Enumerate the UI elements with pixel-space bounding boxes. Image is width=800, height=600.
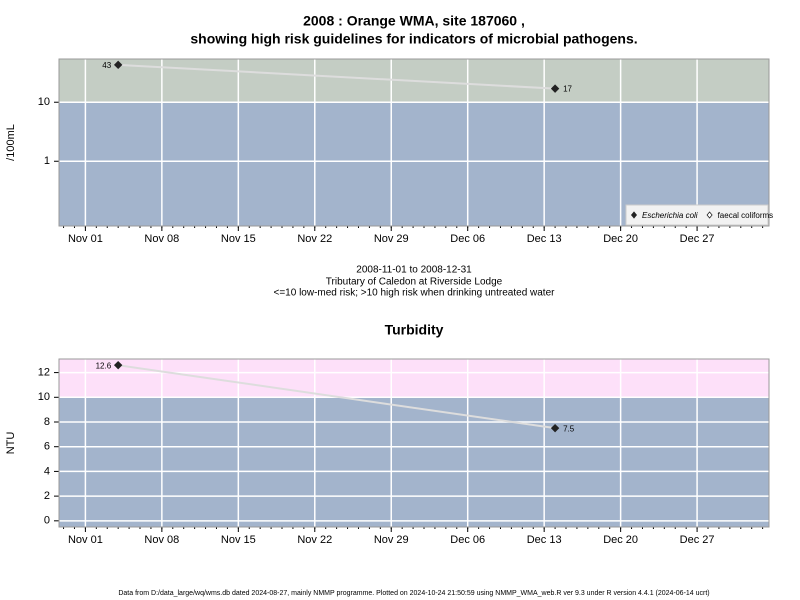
title-line: showing high risk guidelines for indicat… bbox=[190, 31, 637, 47]
x-tick-label: Nov 15 bbox=[221, 534, 256, 546]
y-axis-label: /100mL bbox=[5, 124, 17, 161]
subtitle-line: <=10 low-med risk; >10 high risk when dr… bbox=[274, 288, 556, 299]
chart-title: Turbidity bbox=[385, 322, 444, 338]
y-tick-label: 10 bbox=[38, 391, 50, 403]
y-tick-label: 2 bbox=[44, 490, 50, 502]
x-tick-label: Nov 22 bbox=[297, 534, 332, 546]
band-high bbox=[59, 359, 769, 398]
legend-label: Escherichia coli bbox=[642, 211, 698, 220]
data-label: 43 bbox=[102, 61, 111, 70]
y-axis-label: NTU bbox=[5, 432, 17, 455]
legend-box bbox=[625, 204, 769, 226]
x-tick-label: Nov 15 bbox=[221, 233, 256, 245]
x-tick-label: Nov 01 bbox=[68, 233, 103, 245]
x-tick-label: Dec 27 bbox=[680, 233, 715, 245]
legend-marker bbox=[706, 211, 713, 219]
data-label: 7.5 bbox=[563, 424, 575, 433]
data-label: 12.6 bbox=[96, 361, 112, 370]
subtitle-line: Tributary of Caledon at Riverside Lodge bbox=[326, 277, 503, 288]
y-tick-label: 8 bbox=[44, 416, 50, 428]
band-low bbox=[59, 397, 769, 527]
x-tick-label: Nov 29 bbox=[374, 233, 409, 245]
x-tick-label: Dec 06 bbox=[450, 233, 485, 245]
x-tick-label: Dec 06 bbox=[450, 534, 485, 546]
plot-frame bbox=[58, 58, 770, 227]
data-label: 17 bbox=[563, 85, 572, 94]
y-tick-label: 1 bbox=[44, 155, 50, 167]
data-point bbox=[113, 60, 123, 70]
x-tick-label: Dec 20 bbox=[603, 233, 638, 245]
y-tick-label: 12 bbox=[38, 366, 50, 378]
plot-frame bbox=[58, 358, 770, 528]
data-point bbox=[550, 84, 560, 93]
x-tick-label: Nov 29 bbox=[374, 534, 409, 546]
title-line: 2008 : Orange WMA, site 187060 , bbox=[303, 13, 525, 29]
x-tick-label: Dec 13 bbox=[527, 233, 562, 245]
x-tick-label: Nov 08 bbox=[144, 233, 179, 245]
y-tick-label: 6 bbox=[44, 441, 50, 453]
legend-marker bbox=[630, 211, 638, 219]
legend-label: faecal coliforms bbox=[718, 211, 774, 220]
x-tick-label: Nov 01 bbox=[68, 534, 103, 546]
x-tick-label: Dec 20 bbox=[603, 534, 638, 546]
footer: Data from D:/data_large/wq/wms.db dated … bbox=[118, 590, 709, 597]
x-tick-label: Dec 27 bbox=[680, 534, 715, 546]
x-tick-label: Dec 13 bbox=[527, 534, 562, 546]
x-tick-label: Nov 08 bbox=[144, 534, 179, 546]
data-point bbox=[550, 423, 560, 433]
data-point bbox=[113, 360, 123, 370]
subtitle-line: 2008-11-01 to 2008-12-31 bbox=[356, 265, 472, 276]
y-tick-label: 4 bbox=[44, 465, 50, 477]
series-line bbox=[118, 364, 556, 430]
y-tick-label: 10 bbox=[38, 96, 50, 108]
y-tick-label: 0 bbox=[44, 515, 50, 527]
series-line bbox=[118, 63, 556, 90]
x-tick-label: Nov 22 bbox=[297, 233, 332, 245]
